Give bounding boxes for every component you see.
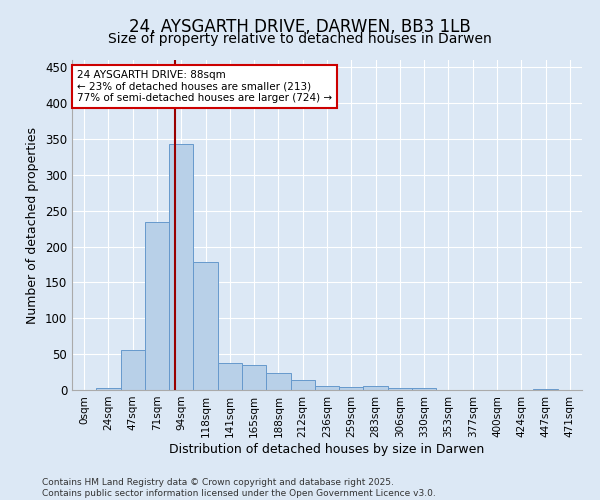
Bar bbox=[412, 388, 436, 390]
Text: Contains HM Land Registry data © Crown copyright and database right 2025.
Contai: Contains HM Land Registry data © Crown c… bbox=[42, 478, 436, 498]
Text: 24, AYSGARTH DRIVE, DARWEN, BB3 1LB: 24, AYSGARTH DRIVE, DARWEN, BB3 1LB bbox=[129, 18, 471, 36]
Bar bbox=[315, 386, 339, 390]
Bar bbox=[388, 388, 412, 390]
Bar bbox=[96, 388, 121, 390]
Text: 24 AYSGARTH DRIVE: 88sqm
← 23% of detached houses are smaller (213)
77% of semi-: 24 AYSGARTH DRIVE: 88sqm ← 23% of detach… bbox=[77, 70, 332, 103]
Bar bbox=[290, 380, 315, 390]
Bar bbox=[218, 364, 242, 390]
Bar bbox=[533, 388, 558, 390]
Bar bbox=[193, 262, 218, 390]
Bar bbox=[121, 350, 145, 390]
Bar bbox=[169, 144, 193, 390]
Bar bbox=[339, 387, 364, 390]
Text: Size of property relative to detached houses in Darwen: Size of property relative to detached ho… bbox=[108, 32, 492, 46]
Y-axis label: Number of detached properties: Number of detached properties bbox=[26, 126, 40, 324]
Bar bbox=[266, 373, 290, 390]
Bar bbox=[145, 222, 169, 390]
Bar bbox=[364, 386, 388, 390]
X-axis label: Distribution of detached houses by size in Darwen: Distribution of detached houses by size … bbox=[169, 442, 485, 456]
Bar bbox=[242, 365, 266, 390]
